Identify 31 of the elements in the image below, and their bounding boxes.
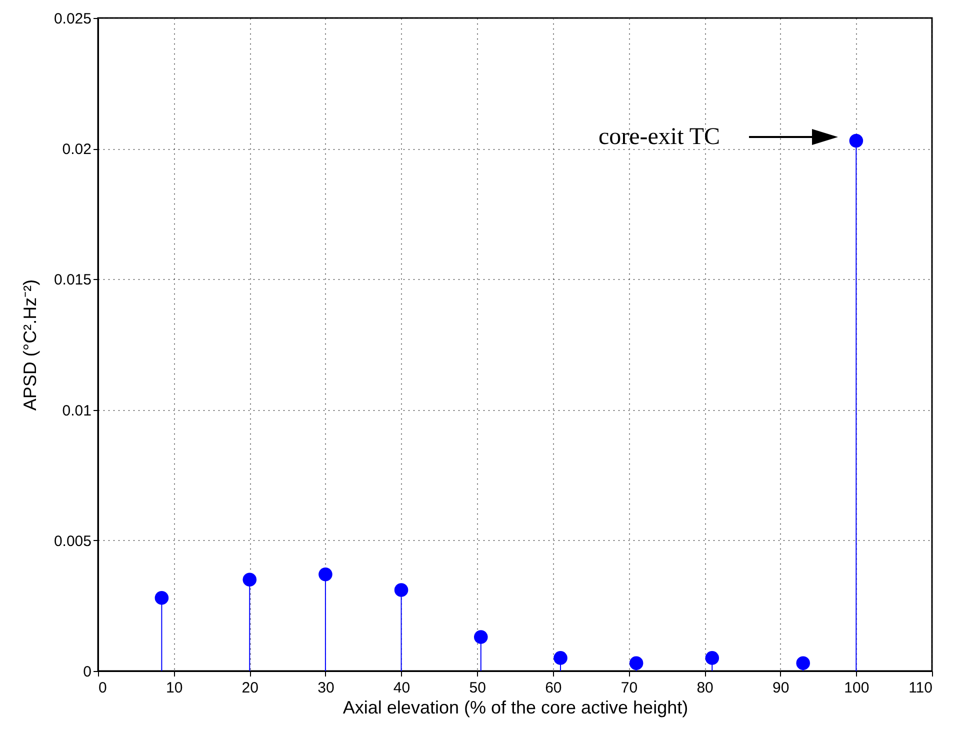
x-axis-title: Axial elevation (% of the core active height) <box>342 698 688 718</box>
x-tick-label: 30 <box>318 680 334 696</box>
x-tick-label: 40 <box>393 680 410 696</box>
point <box>629 656 644 670</box>
annotation: core-exit TC <box>598 124 720 150</box>
x-tick-label: 100 <box>844 680 870 696</box>
x-tick-label: 80 <box>696 680 714 696</box>
x-tick-label: 10 <box>166 680 183 696</box>
point <box>394 583 408 597</box>
x-tick-label: 70 <box>620 680 638 696</box>
y-tick-label: 0.005 <box>54 532 92 550</box>
y-tick-label: 0.025 <box>54 10 92 28</box>
x-tick-label: 20 <box>242 680 258 696</box>
point <box>705 651 720 665</box>
point <box>154 590 169 605</box>
point <box>318 567 332 582</box>
point <box>474 630 488 644</box>
point <box>242 572 257 586</box>
x-tick-label: 110 <box>908 680 932 696</box>
point <box>796 656 810 670</box>
y-tick-label: 0 <box>83 664 92 680</box>
point <box>849 134 864 148</box>
x-tick-label: 90 <box>772 680 790 696</box>
x-tick-label: 60 <box>545 680 562 696</box>
x-tick-label: 50 <box>469 680 486 696</box>
y-tick-label: 0.02 <box>62 141 92 158</box>
y-tick-label: 0.015 <box>54 272 92 289</box>
point <box>554 651 568 665</box>
y-tick-label: 0.01 <box>62 402 92 420</box>
y-axis-title: APSD (°C².Hz⁻²) <box>20 279 40 411</box>
x-tick-label: 0 <box>98 680 107 696</box>
